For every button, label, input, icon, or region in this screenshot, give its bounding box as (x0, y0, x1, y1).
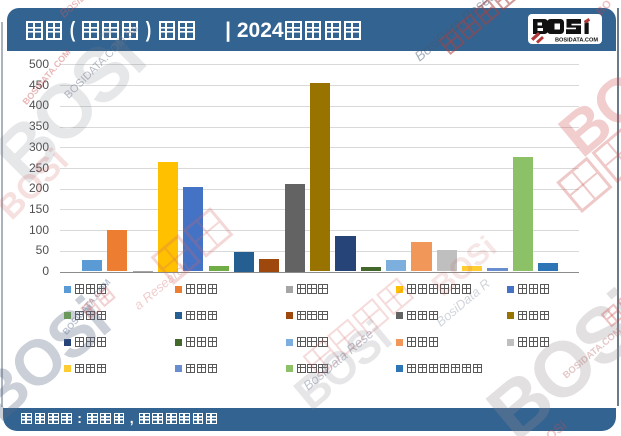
svg-text:BOSIDATA.COM: BOSIDATA.COM (555, 37, 598, 43)
